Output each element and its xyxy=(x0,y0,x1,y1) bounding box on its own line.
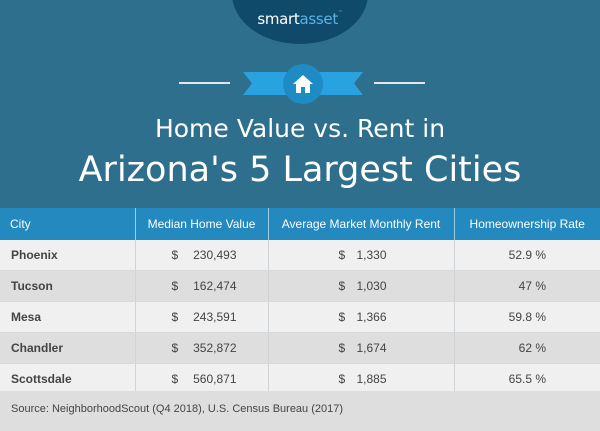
table-row: Mesa $243,591 $1,366 59.8 % xyxy=(0,301,600,333)
median-home-value: 243,591 xyxy=(193,310,237,324)
median-home-value: 352,872 xyxy=(193,341,237,355)
column-header-median-home-value: Median Home Value xyxy=(135,208,269,240)
dollar-sign: $ xyxy=(171,248,179,262)
median-home-value-cell: $162,474 xyxy=(135,270,269,302)
house-icon xyxy=(293,75,313,93)
homeownership-rate: 59.8 % xyxy=(454,301,600,333)
median-home-value: 560,871 xyxy=(193,372,237,386)
median-home-value-cell: $243,591 xyxy=(135,301,269,333)
rent-cell: $1,885 xyxy=(268,363,455,395)
right-divider-line xyxy=(374,82,425,84)
column-header-average-rent: Average Market Monthly Rent xyxy=(268,208,455,240)
table-header-row: City Median Home Value Average Market Mo… xyxy=(0,208,600,240)
source-footer: Source: NeighborhoodScout (Q4 2018), U.S… xyxy=(0,391,600,431)
table-row: Scottsdale $560,871 $1,885 65.5 % xyxy=(0,363,600,395)
homeownership-rate: 62 % xyxy=(454,332,600,364)
smartasset-logo: smartasset™ xyxy=(0,10,600,28)
average-rent: 1,674 xyxy=(356,341,387,355)
average-rent: 1,885 xyxy=(356,372,387,386)
median-home-value-cell: $230,493 xyxy=(135,240,269,271)
house-icon-circle xyxy=(283,64,323,104)
homeownership-rate: 65.5 % xyxy=(454,363,600,395)
city-name: Mesa xyxy=(0,301,136,333)
logo-asset: asset xyxy=(299,10,339,28)
homeownership-rate: 52.9 % xyxy=(454,240,600,271)
column-header-homeownership-rate: Homeownership Rate xyxy=(454,208,600,240)
median-home-value-cell: $352,872 xyxy=(135,332,269,364)
city-name: Scottsdale xyxy=(0,363,136,395)
column-header-city: City xyxy=(0,208,136,240)
dollar-sign: $ xyxy=(338,310,346,324)
dollar-sign: $ xyxy=(338,248,346,262)
logo-trademark: ™ xyxy=(337,10,343,16)
source-text: Source: NeighborhoodScout (Q4 2018), U.S… xyxy=(11,403,344,415)
title-line-1: Home Value vs. Rent in xyxy=(154,114,446,143)
dollar-sign: $ xyxy=(171,372,179,386)
average-rent: 1,030 xyxy=(356,279,387,293)
average-rent: 1,330 xyxy=(356,248,387,262)
dollar-sign: $ xyxy=(171,279,179,293)
dollar-sign: $ xyxy=(171,341,179,355)
city-name: Phoenix xyxy=(0,240,136,271)
table-row: Chandler $352,872 $1,674 62 % xyxy=(0,332,600,364)
median-home-value: 230,493 xyxy=(193,248,237,262)
median-home-value-cell: $560,871 xyxy=(135,363,269,395)
dollar-sign: $ xyxy=(171,310,179,324)
city-name: Tucson xyxy=(0,270,136,302)
median-home-value: 162,474 xyxy=(193,279,237,293)
home-value-table: City Median Home Value Average Market Mo… xyxy=(0,208,600,395)
rent-cell: $1,366 xyxy=(268,301,455,333)
logo-smart: smart xyxy=(257,10,300,28)
rent-cell: $1,030 xyxy=(268,270,455,302)
dollar-sign: $ xyxy=(338,372,346,386)
rent-cell: $1,330 xyxy=(268,240,455,271)
rent-cell: $1,674 xyxy=(268,332,455,364)
city-name: Chandler xyxy=(0,332,136,364)
table-row: Tucson $162,474 $1,030 47 % xyxy=(0,270,600,302)
average-rent: 1,366 xyxy=(356,310,387,324)
hero-banner: smartasset™ Home Value vs. Rent in Arizo… xyxy=(0,0,600,208)
left-divider-line xyxy=(179,82,230,84)
dollar-sign: $ xyxy=(338,341,346,355)
homeownership-rate: 47 % xyxy=(454,270,600,302)
dollar-sign: $ xyxy=(338,279,346,293)
title-line-2: Arizona's 5 Largest Cities xyxy=(78,150,522,190)
table-row: Phoenix $230,493 $1,330 52.9 % xyxy=(0,240,600,271)
ribbon-banner xyxy=(243,72,363,95)
